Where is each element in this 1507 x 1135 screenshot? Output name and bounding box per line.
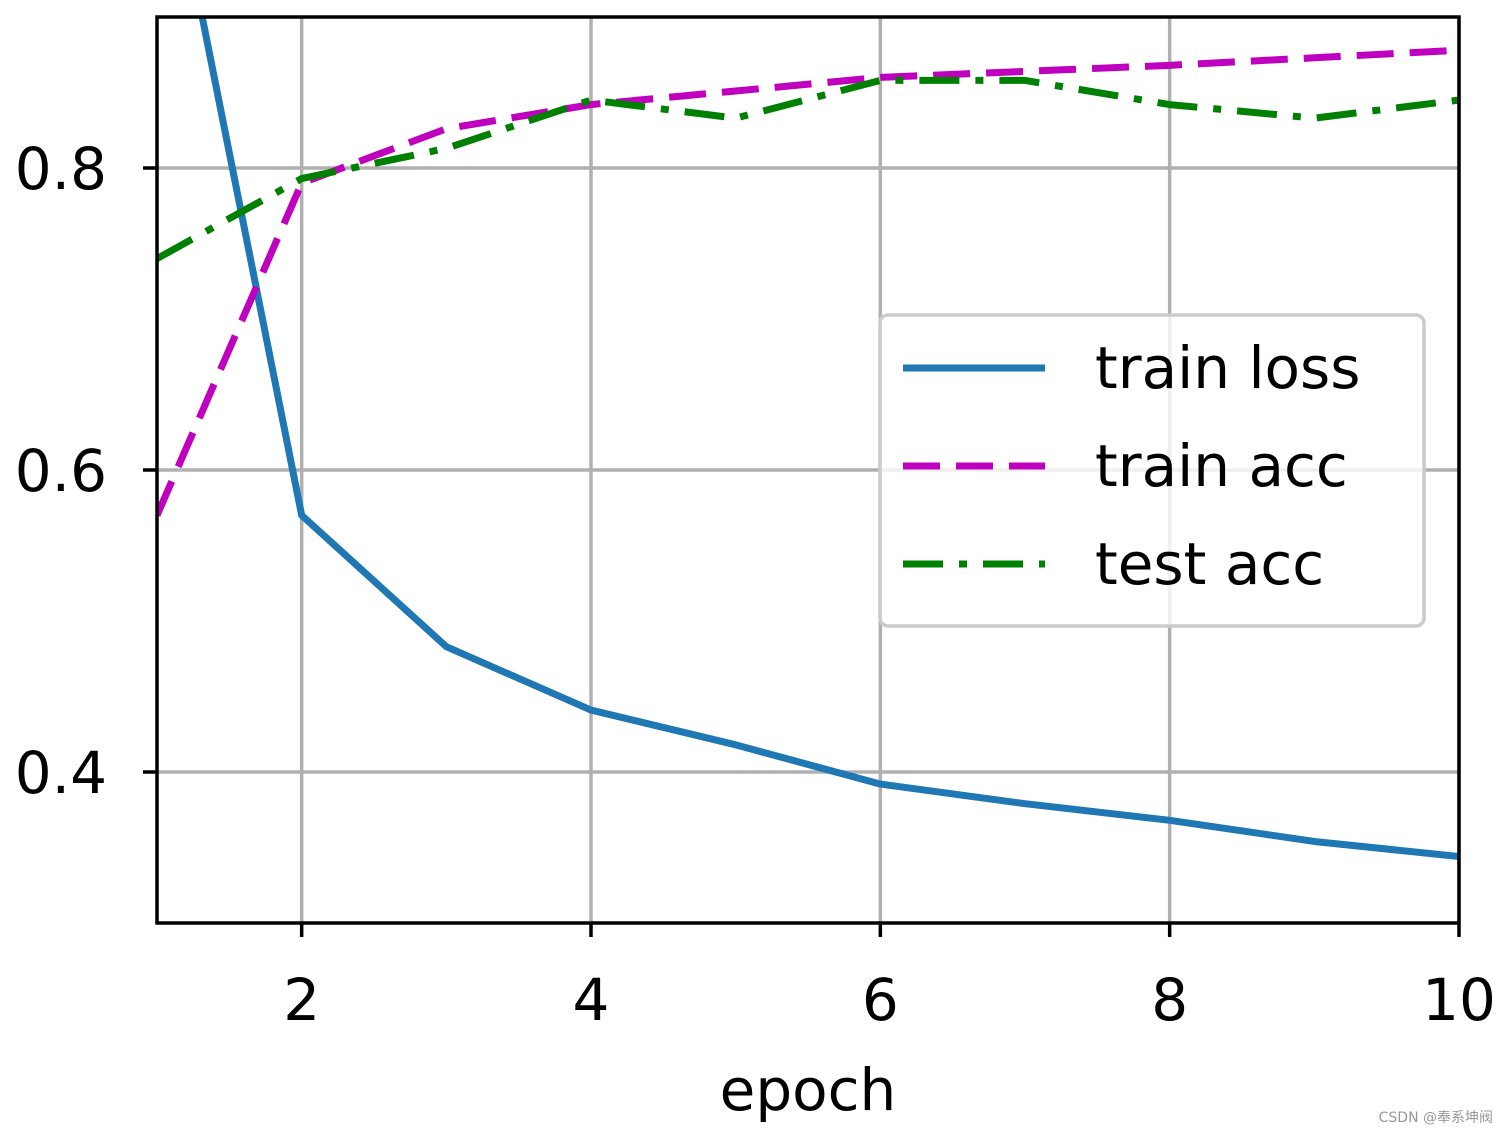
x-tick-label: 8 — [1151, 966, 1188, 1034]
legend-label: train loss — [1095, 334, 1360, 402]
legend-label: train acc — [1095, 432, 1348, 500]
watermark: CSDN @奉系坤阀 — [1378, 1110, 1493, 1126]
legend-label: test acc — [1095, 530, 1324, 598]
axis-ticks: 2 4 6 8 10 0.4 0.6 0.8 — [15, 135, 1496, 1034]
legend-box — [878, 313, 1426, 628]
x-axis-label: epoch — [720, 1056, 897, 1124]
series-line-train-loss — [198, 17, 1459, 861]
y-tick-label: 0.6 — [15, 437, 107, 505]
x-tick-label: 4 — [573, 966, 610, 1034]
y-tick-label: 0.8 — [15, 135, 107, 203]
x-tick-label: 6 — [862, 966, 899, 1034]
series-line-test-acc — [157, 76, 1459, 262]
y-tick-label: 0.4 — [15, 739, 107, 807]
x-tick-label: 10 — [1422, 966, 1496, 1034]
plot-lines — [157, 17, 1459, 861]
x-tick-label: 2 — [283, 966, 320, 1034]
series-line-train-acc — [157, 46, 1459, 517]
legend: train loss train acc test acc — [878, 313, 1426, 628]
